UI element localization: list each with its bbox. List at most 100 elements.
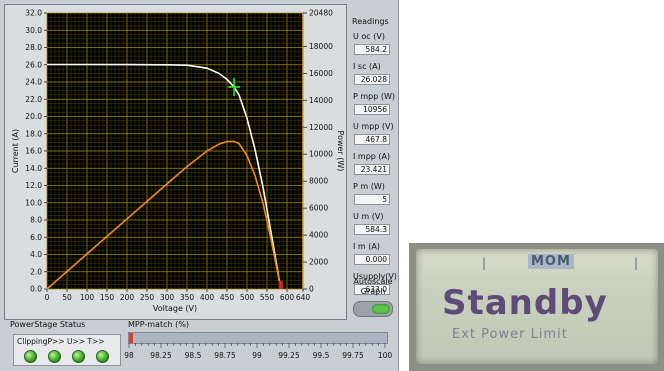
x-tick-label: 300 <box>160 293 175 302</box>
y2-tick-label: 12000 <box>309 123 333 132</box>
x-tick-label: 150 <box>100 293 115 302</box>
y2-tick-label: 2000 <box>309 258 328 267</box>
mpp-match-bar <box>128 332 388 344</box>
mpp-scale-label: 98 <box>124 351 134 360</box>
mpp-scale-label: 99 <box>252 351 262 360</box>
reading-value: 23.421 <box>354 164 390 175</box>
lcd-mode-indicator: MOM <box>528 254 574 269</box>
reading-label: U mpp (V) <box>353 122 394 131</box>
x-tick-label: 500 <box>240 293 255 302</box>
mpp-scale-label: 98.75 <box>214 351 236 360</box>
x-tick-label: 100 <box>80 293 95 302</box>
operating-point-marker <box>278 281 283 289</box>
current-curve <box>47 63 282 290</box>
y2-tick-label: 20480 <box>309 9 333 18</box>
reading-label: U oc (V) <box>353 32 385 41</box>
powerstage-status-label: PowerStage Status <box>10 320 86 329</box>
y2-tick-label: 4000 <box>309 231 328 240</box>
y-tick-label: 2.0 <box>30 267 42 276</box>
readings-title: Readings <box>352 17 389 26</box>
powerstage-status: PowerStage Status ClippingP>> U>> T>> <box>8 320 121 366</box>
y2-axis-title: Power (W) <box>336 131 345 172</box>
y-tick-label: 12.0 <box>25 181 42 190</box>
mpp-scale-label: 99.5 <box>313 351 330 360</box>
lcd-display: | MOM | Standby Ext Power Limit <box>416 249 658 364</box>
x-tick-label: 550 <box>260 293 275 302</box>
y-tick-label: 4.0 <box>30 250 42 259</box>
x-tick-label: 250 <box>140 293 155 302</box>
reading-value: 633.0 <box>354 284 390 295</box>
lcd-status-line: | MOM | <box>424 253 650 271</box>
readings-panel: Readings U oc (V) 584.2 I sc (A) 26.028 P mp… <box>349 4 397 317</box>
autoscale-label-line1: Autoscale <box>353 277 393 286</box>
mpp-scale-label: 98.25 <box>150 351 172 360</box>
power-led <box>48 350 61 363</box>
inverter-display-photo: | MOM | Standby Ext Power Limit <box>409 243 664 371</box>
y-tick-label: 26.0 <box>25 60 42 69</box>
y2-tick-label: 14000 <box>309 96 333 105</box>
reading-label: Usupply(V) <box>353 272 397 281</box>
y2-tick-label: 16000 <box>309 69 333 78</box>
reading-value: 584.2 <box>354 44 390 55</box>
y-tick-label: 30.0 <box>25 26 42 35</box>
y2-tick-label: 6000 <box>309 204 328 213</box>
y-tick-label: 16.0 <box>25 147 42 156</box>
x-tick-label: 200 <box>120 293 135 302</box>
x-tick-label: 350 <box>180 293 195 302</box>
x-tick-label: 450 <box>220 293 235 302</box>
mpp-match: MPP-match (%) 98 98.25 98.5 98.75 99 99.25 99.… <box>124 320 394 368</box>
y2-tick-label: 8000 <box>309 177 328 186</box>
reading-value: 467.8 <box>354 134 390 145</box>
reading-value: 0.000 <box>354 254 390 265</box>
lcd-separator: | <box>634 256 639 270</box>
reading-label: I m (A) <box>353 242 380 251</box>
chart-svg: 0.0 2.0 4.0 6.0 8.0 10.0 12.0 14.0 16.0 18.0 20.0 2… <box>11 9 345 314</box>
clipping-led <box>24 350 37 363</box>
x-tick-label: 600 <box>280 293 295 302</box>
voltage-led <box>72 350 85 363</box>
mpp-scale-label: 100 <box>378 351 393 360</box>
x-tick-label: 50 <box>62 293 72 302</box>
reading-label: I mpp (A) <box>353 152 391 161</box>
reading-value: 584.3 <box>354 224 390 235</box>
lcd-sub-text: Ext Power Limit <box>452 327 568 342</box>
reading-value: 26.028 <box>354 74 390 85</box>
y-tick-label: 20.0 <box>25 112 42 121</box>
reading-label: U m (V) <box>353 212 384 221</box>
mpp-scale-label: 98.5 <box>185 351 202 360</box>
y-tick-label: 28.0 <box>25 43 42 52</box>
x-tick-label: 0 <box>45 293 50 302</box>
iv-curve-chart: 0.0 2.0 4.0 6.0 8.0 10.0 12.0 14.0 16.0 18.0 20.0 2… <box>4 4 347 320</box>
y-tick-label: 6.0 <box>30 233 42 242</box>
lcd-separator: | <box>482 256 487 270</box>
toggle-knob <box>372 304 390 314</box>
mpp-scale-label: 99.75 <box>342 351 364 360</box>
x-tick-label: 640 <box>296 293 311 302</box>
y-tick-label: 18.0 <box>25 129 42 138</box>
y-tick-label: 8.0 <box>30 216 42 225</box>
y2-tick-label: 10000 <box>309 150 333 159</box>
lcd-main-text: Standby <box>442 283 608 323</box>
y-axis-title: Current (A) <box>11 129 20 173</box>
y-tick-label: 10.0 <box>25 198 42 207</box>
power-curve <box>46 140 282 290</box>
reading-label: P m (W) <box>353 182 385 191</box>
y-tick-label: 22.0 <box>25 95 42 104</box>
autoscale-label: Autoscale Graph <box>350 277 396 297</box>
y-tick-label: 24.0 <box>25 78 42 87</box>
y-tick-label: 14.0 <box>25 164 42 173</box>
y-tick-label: 32.0 <box>25 9 42 18</box>
mpp-match-scale: 98 98.25 98.5 98.75 99 99.25 99.5 99.75 100 <box>124 343 393 360</box>
x-tick-label: 400 <box>200 293 215 302</box>
reading-label: P mpp (W) <box>353 92 396 101</box>
reading-label: I sc (A) <box>353 62 381 71</box>
x-axis-title: Voltage (V) <box>153 304 197 313</box>
powerstage-flags: ClippingP>> U>> T>> <box>17 337 105 346</box>
autoscale-toggle[interactable] <box>353 301 393 317</box>
y-tick-label: 0.0 <box>30 285 42 294</box>
mpp-match-label: MPP-match (%) <box>128 320 189 329</box>
mpp-scale-label: 99.25 <box>278 351 300 360</box>
y2-tick-label: 18000 <box>309 42 333 51</box>
labview-panel: 0.0 2.0 4.0 6.0 8.0 10.0 12.0 14.0 16.0 18.0 20.0 2… <box>0 0 399 371</box>
y2-tick-label: 0 <box>309 285 314 294</box>
